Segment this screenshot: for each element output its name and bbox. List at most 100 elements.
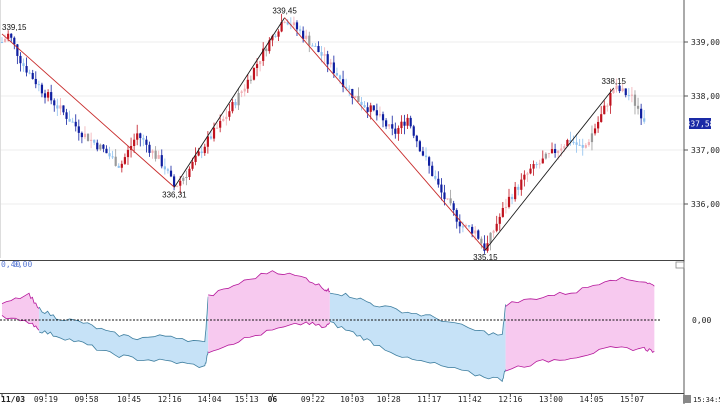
candle-body — [117, 165, 120, 168]
clock-time: 15:34:56 — [693, 396, 720, 404]
candle-body — [255, 64, 259, 69]
candle-body — [31, 72, 34, 79]
candle-body — [13, 37, 16, 45]
zigzag-point-label: 338,15 — [602, 77, 627, 86]
candle-body — [259, 60, 262, 65]
candle-body — [148, 144, 151, 153]
band-lower-line — [1, 315, 40, 331]
band-upper-line — [1, 292, 40, 309]
price-tick-label: 336,00 — [691, 200, 720, 209]
price-tick-label: 339,00 — [691, 38, 720, 47]
oscillator-pane[interactable]: 0,40 0,00 0,00 — [0, 260, 711, 383]
candle-body — [302, 30, 305, 39]
candle-body — [572, 141, 575, 143]
time-tick-label: 11:17 — [417, 395, 441, 404]
band-lower-line — [208, 321, 331, 354]
candle-body — [271, 35, 274, 41]
candle-body — [544, 153, 547, 159]
candle-body — [394, 128, 397, 134]
candle-body — [203, 146, 206, 154]
zigzag-segment — [284, 17, 486, 251]
time-tick-label: 14:04 — [197, 395, 221, 404]
candle-body — [3, 38, 7, 43]
candle-body — [120, 163, 123, 168]
candle-body — [176, 185, 179, 187]
candle-body — [424, 155, 428, 158]
candle-body — [391, 124, 394, 129]
candle-body — [65, 112, 68, 119]
candle-body — [618, 85, 621, 92]
candle-body — [538, 163, 541, 165]
candle-body — [74, 121, 77, 127]
candle-body — [507, 196, 511, 207]
candle-body — [249, 79, 252, 81]
candle-body — [532, 164, 535, 169]
candle-body — [612, 89, 615, 94]
negative-band — [39, 296, 209, 368]
candle-body — [7, 33, 10, 39]
candle-body — [464, 225, 468, 227]
candle-body — [467, 225, 471, 227]
candle-body — [581, 145, 584, 148]
zigzag-point-label: 339,45 — [272, 7, 297, 16]
price-axis: 339,00 338,00 337,00 336,00 — [684, 38, 720, 209]
candle-body — [265, 48, 268, 52]
candle-body — [34, 78, 37, 85]
candle-body — [600, 114, 603, 122]
candle-body — [314, 45, 317, 47]
candle-body — [498, 216, 501, 224]
positive-band — [2, 293, 40, 331]
candle-body — [636, 105, 640, 109]
candle-body — [16, 44, 19, 56]
candle-body — [0, 42, 4, 43]
candle-body — [194, 155, 197, 162]
time-tick-label: 13:00 — [539, 395, 563, 404]
candle-body — [569, 140, 572, 142]
candle-body — [68, 118, 71, 122]
positive-band — [208, 270, 330, 353]
candle-body — [449, 198, 452, 204]
candle-body — [240, 91, 243, 93]
candle-body — [326, 54, 329, 65]
pane-collapse-icon[interactable] — [675, 261, 685, 269]
oscillator-bands — [1, 270, 655, 383]
candle-body — [277, 31, 280, 37]
candle-body — [341, 79, 345, 87]
zigzag-segment — [174, 17, 285, 188]
candle-body — [597, 121, 600, 129]
time-tick-label: 10:45 — [117, 395, 141, 404]
candle-body — [403, 121, 406, 126]
candle-body — [547, 153, 551, 155]
candle-body — [19, 55, 22, 64]
time-tick-label: 11/03 — [1, 395, 25, 404]
candle-body — [335, 73, 339, 76]
time-tick-label: 12:16 — [498, 395, 522, 404]
candle-body — [575, 142, 578, 145]
candle-body — [446, 198, 449, 200]
last-price-value: 337,58 — [686, 120, 715, 129]
candle-body — [517, 186, 520, 190]
candle-body — [418, 141, 421, 152]
candle-body — [212, 127, 216, 139]
candle-body — [160, 155, 163, 167]
candle-body — [633, 94, 637, 106]
candle-body — [311, 45, 314, 47]
candle-body — [225, 116, 228, 119]
candle-body — [400, 121, 403, 129]
candle-body — [114, 156, 117, 166]
time-tick-label: 09:58 — [74, 395, 98, 404]
candle-body — [587, 142, 590, 146]
last-price-tag: 337,58 — [686, 118, 715, 129]
candle-body — [409, 117, 412, 127]
candle-body — [246, 79, 249, 89]
candle-body — [228, 111, 231, 117]
candle-body — [286, 21, 289, 25]
price-gridlines — [0, 41, 684, 205]
band-upper-line — [329, 292, 507, 336]
oscillator-header-value-2: 0,00 — [13, 260, 32, 269]
candle-body — [480, 238, 483, 244]
candle-body — [96, 142, 99, 150]
candle-body — [332, 62, 335, 74]
